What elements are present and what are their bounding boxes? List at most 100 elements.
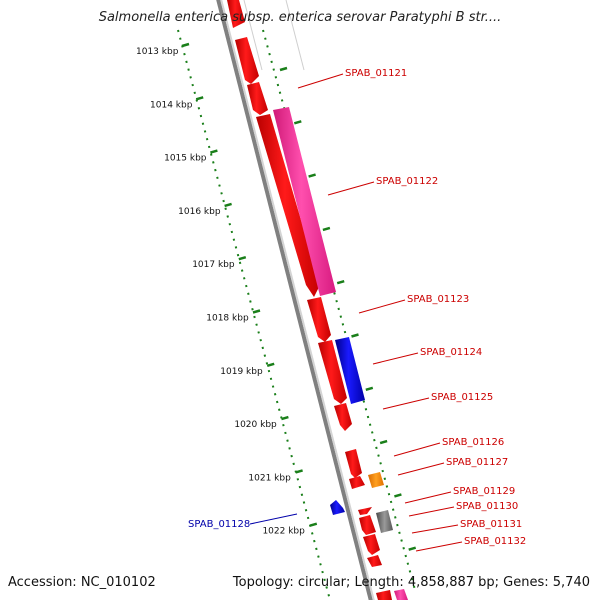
gene-label-spab-01123[interactable]: SPAB_01123 [358, 294, 469, 314]
gene-label-text[interactable]: SPAB_01129 [453, 486, 515, 497]
gene-label-text[interactable]: SPAB_01127 [446, 457, 508, 468]
gene-label-leader-line [397, 462, 445, 476]
ruler-tick [351, 333, 359, 338]
cds-feature-bottom-pink[interactable] [394, 589, 408, 600]
gene-labels[interactable]: SPAB_01121 SPAB_01122 SPAB_01123 SPAB_01124… [188, 68, 526, 552]
ruler-tick [394, 493, 402, 498]
ruler-tick [281, 415, 289, 421]
ruler-tick [365, 386, 374, 392]
genome-title: Salmonella enterica subsp. enterica sero… [98, 10, 502, 25]
cds-feature-bottom-2[interactable] [376, 590, 392, 600]
gene-label-text[interactable]: SPAB_01121 [345, 68, 407, 79]
ruler-ticks [181, 42, 417, 551]
cds-feature-top-1[interactable] [227, 0, 245, 28]
ruler-tick [252, 309, 261, 314]
ruler-label: 1019 kbp [220, 367, 263, 377]
gene-label-leader-line [393, 442, 441, 457]
cds-feature-bottom-1[interactable] [367, 555, 382, 567]
gene-label-spab-01125[interactable]: SPAB_01125 [382, 392, 493, 410]
gene-label-leader-line [358, 299, 406, 314]
gene-label-text[interactable]: SPAB_01130 [456, 501, 518, 512]
ruler-tick [408, 546, 417, 551]
cds-feature-red-small[interactable] [349, 476, 365, 489]
ruler-label: 1014 kbp [150, 100, 193, 110]
gene-label-leader-line [411, 524, 459, 534]
gene-label-spab-01121[interactable]: SPAB_01121 [297, 68, 407, 89]
gene-label-leader-line [297, 73, 344, 89]
gene-label-leader-line [408, 506, 455, 517]
ruler-tick [181, 42, 190, 48]
ruler-label: 1017 kbp [192, 260, 235, 270]
cds-feature-spab-01123[interactable] [307, 297, 331, 342]
gene-label-spab-01122[interactable]: SPAB_01122 [327, 176, 438, 196]
cds-feature-top-2[interactable] [235, 37, 259, 84]
outer-strand-dotted-line [177, 29, 331, 600]
ruler-label: 1021 kbp [248, 473, 291, 483]
gene-label-leader-line [327, 181, 375, 196]
cds-feature-spab-01122[interactable] [256, 114, 320, 297]
gene-label-text[interactable]: SPAB_01122 [376, 176, 438, 187]
ruler-tick [195, 96, 204, 101]
cds-feature-spab-01131[interactable] [376, 510, 393, 533]
ruler-tick [322, 226, 331, 232]
track-guide-faint [243, 0, 263, 71]
gene-label-text[interactable]: SPAB_01132 [464, 536, 526, 547]
ruler-tick [238, 255, 247, 261]
ruler-tick [293, 120, 302, 125]
gene-label-spab-01127[interactable]: SPAB_01127 [397, 457, 508, 476]
gene-label-leader-line [404, 491, 452, 504]
ruler-label: 1013 kbp [136, 47, 179, 57]
cds-feature-spab-01124[interactable] [318, 340, 347, 404]
ruler-tick [308, 173, 316, 178]
cds-feature-spab-01130[interactable] [359, 515, 376, 535]
gene-label-spab-01130[interactable]: SPAB_01130 [408, 501, 518, 517]
cds-feature-spab-01121[interactable] [247, 82, 268, 115]
gene-label-spab-01129[interactable]: SPAB_01129 [404, 486, 515, 504]
cds-feature-spab-01126[interactable] [345, 449, 362, 478]
ruler-label: 1016 kbp [178, 207, 221, 217]
gene-label-text[interactable]: SPAB_01131 [460, 519, 522, 530]
cds-feature-spab-01129[interactable] [358, 507, 372, 515]
ruler-label: 1020 kbp [234, 420, 277, 430]
cds-feature-spab-01128[interactable] [330, 500, 345, 515]
ruler-tick [295, 469, 303, 474]
cds-feature-pink[interactable] [273, 107, 336, 296]
cds-feature-spab-01132[interactable] [363, 534, 380, 555]
gene-label-text[interactable]: SPAB_01128 [188, 519, 250, 530]
cds-feature-blue[interactable] [335, 337, 365, 404]
gene-label-spab-01124[interactable]: SPAB_01124 [372, 347, 482, 365]
ruler-labels: 1013 kbp 1014 kbp 1015 kbp 1016 kbp 1017 kbp… [136, 47, 305, 537]
ruler-label: 1015 kbp [164, 154, 207, 164]
genome-backbone-highlight [220, 0, 375, 600]
gene-label-spab-01132[interactable]: SPAB_01132 [415, 536, 526, 552]
track-guide-faint-2 [285, 0, 305, 71]
gene-label-leader-line [372, 352, 419, 365]
gene-label-text[interactable]: SPAB_01124 [420, 347, 482, 358]
ruler-tick [266, 362, 275, 368]
gene-features[interactable] [227, 0, 408, 600]
cds-feature-spab-01125[interactable] [334, 403, 352, 431]
ruler-tick [336, 279, 345, 285]
gene-label-spab-01126[interactable]: SPAB_01126 [393, 437, 504, 457]
gene-label-spab-01128[interactable]: SPAB_01128 [188, 513, 298, 530]
ruler-tick [279, 66, 288, 72]
ruler-tick [309, 522, 318, 527]
genome-stats-text: Topology: circular; Length: 4,858,887 bp… [232, 575, 590, 590]
gene-label-text[interactable]: SPAB_01125 [431, 392, 493, 403]
ruler-label: 1018 kbp [206, 314, 249, 324]
ruler-tick [379, 439, 388, 445]
genome-backbone [216, 0, 373, 600]
gene-label-spab-01131[interactable]: SPAB_01131 [411, 519, 522, 534]
ruler-tick [210, 149, 218, 154]
gene-label-text[interactable]: SPAB_01126 [442, 437, 504, 448]
gene-label-leader-line [382, 397, 430, 410]
ruler-label: 1022 kbp [262, 527, 305, 537]
gene-label-leader-line [249, 513, 298, 525]
ruler-tick [224, 202, 232, 208]
cds-feature-spab-01127[interactable] [368, 472, 384, 488]
gene-label-leader-line [415, 541, 463, 552]
accession-text: Accession: NC_010102 [8, 575, 156, 590]
gene-label-text[interactable]: SPAB_01123 [407, 294, 469, 305]
